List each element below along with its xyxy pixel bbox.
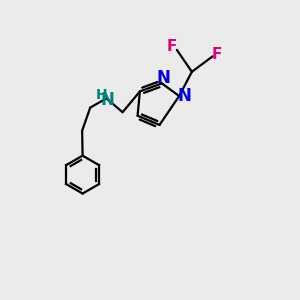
Text: N: N (178, 87, 192, 105)
Text: F: F (167, 39, 177, 54)
Text: N: N (156, 69, 170, 87)
Text: N: N (100, 91, 115, 109)
Text: H: H (96, 88, 108, 102)
Text: F: F (212, 47, 223, 62)
